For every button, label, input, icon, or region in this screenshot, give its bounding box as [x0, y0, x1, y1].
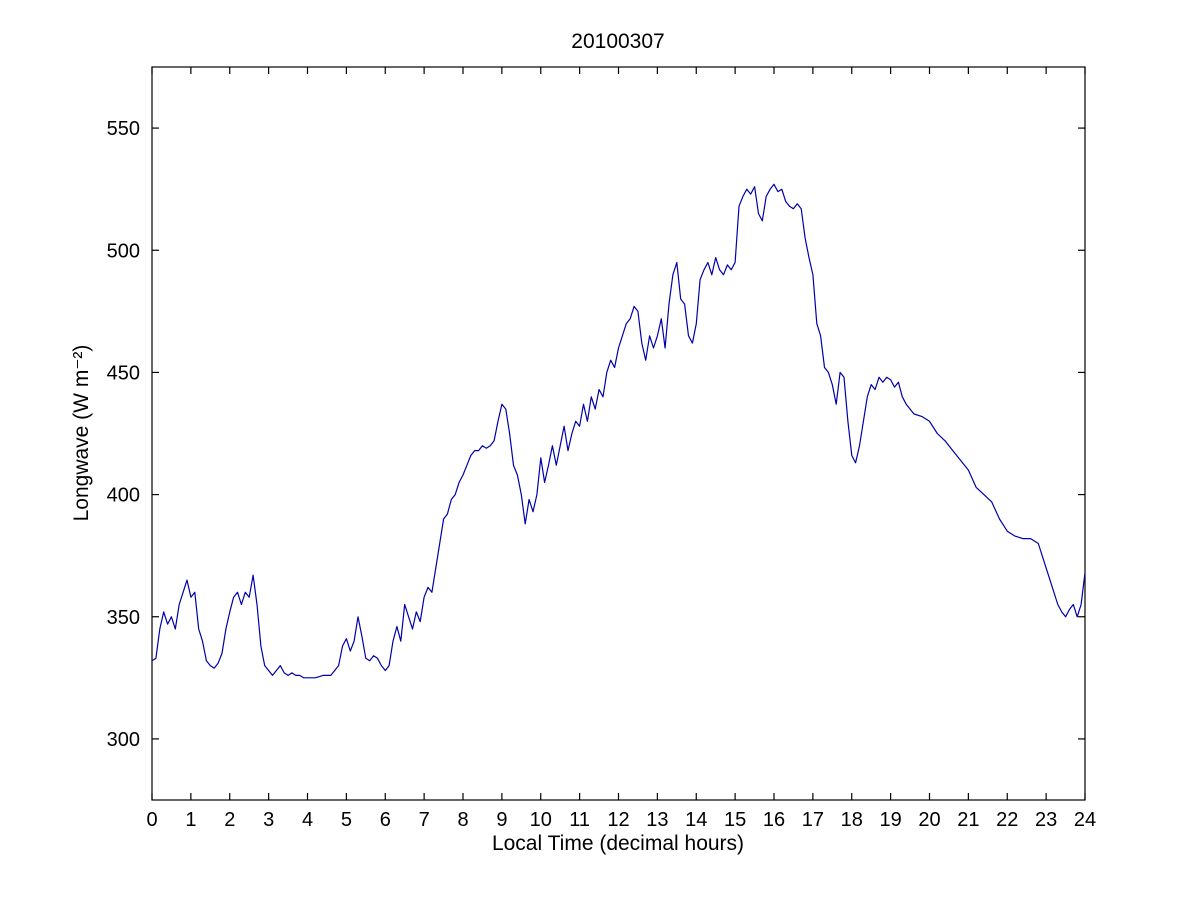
- x-tick-label: 3: [263, 809, 274, 831]
- x-axis-label: Local Time (decimal hours): [492, 832, 744, 855]
- x-tick-label: 5: [341, 809, 352, 831]
- x-tick-label: 20: [918, 809, 940, 831]
- x-tick-label: 2: [224, 809, 235, 831]
- x-tick-label: 6: [380, 809, 391, 831]
- y-tick-label: 300: [107, 729, 140, 751]
- x-tick-label: 4: [302, 809, 313, 831]
- x-tick-label: 17: [802, 809, 824, 831]
- x-tick-label: 21: [957, 809, 979, 831]
- x-tick-label: 24: [1074, 809, 1096, 831]
- x-tick-label: 14: [685, 809, 707, 831]
- x-tick-label: 15: [724, 809, 746, 831]
- x-tick-label: 18: [841, 809, 863, 831]
- x-tick-label: 13: [646, 809, 668, 831]
- chart-title: 20100307: [571, 30, 664, 53]
- y-tick-label: 350: [107, 607, 140, 629]
- x-tick-label: 10: [530, 809, 552, 831]
- axes-group: 0 1 2 3 4 5 6 7 8 9 10 11 12 13 14 15 16 17 18 19 20 21 22 23 24…: [107, 66, 1096, 831]
- x-tick-label: 7: [419, 809, 430, 831]
- series-group: [151, 183, 1086, 679]
- y-axis-label: Longwave (W m⁻²): [70, 345, 93, 522]
- x-tick-label: 1: [185, 809, 196, 831]
- line-series-longwave-radiation: [151, 183, 1086, 679]
- x-tick-label: 19: [880, 809, 902, 831]
- y-tick-label: 400: [107, 485, 140, 507]
- x-tick-label: 8: [457, 809, 468, 831]
- x-tick-label: 9: [496, 809, 507, 831]
- x-tick-label: 0: [146, 809, 157, 831]
- y-tick-label: 550: [107, 118, 140, 140]
- x-tick-label: 16: [763, 809, 785, 831]
- x-tick-label: 23: [1035, 809, 1057, 831]
- x-tick-label: 11: [569, 809, 590, 831]
- x-tick-label: 22: [996, 809, 1018, 831]
- y-tick-label: 500: [107, 240, 140, 262]
- y-tick-label: 450: [107, 362, 140, 384]
- plot-box: [151, 66, 1086, 801]
- x-tick-label: 12: [607, 809, 629, 831]
